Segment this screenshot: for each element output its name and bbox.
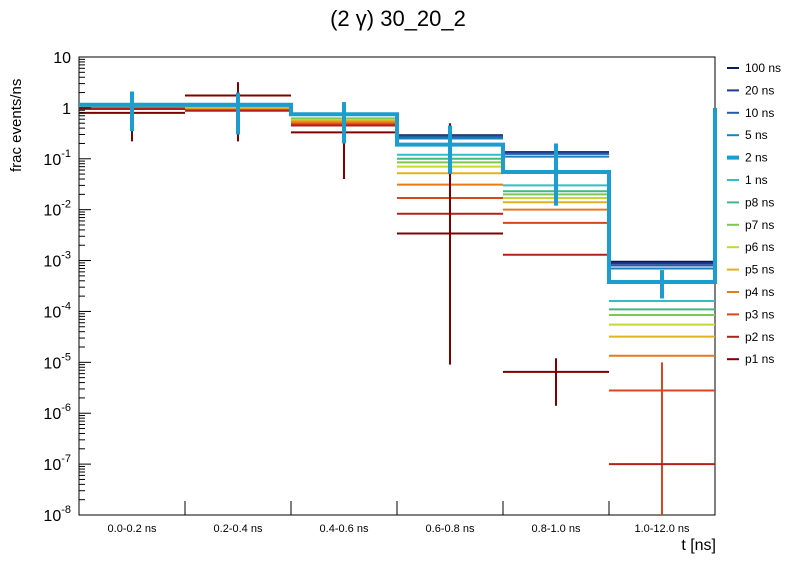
legend-entry: p7 ns [727, 218, 774, 232]
x-tick-label: 0.2-0.4 ns [214, 523, 263, 535]
x-tick-label: 0.0-0.2 ns [108, 523, 157, 535]
legend-entry: p6 ns [727, 240, 774, 254]
y-tick-label: 10-3 [43, 250, 71, 271]
y-tick-label: 10-1 [43, 148, 71, 169]
legend-entry: p3 ns [727, 307, 774, 321]
legend-entry: 10 ns [727, 106, 774, 120]
x-axis-label: t [ns] [681, 537, 716, 554]
axis-layer: 10-8 10-7 10-6 10-5 10-4 10-3 10-2 10-1 1 10 0.0-0… [43, 50, 716, 535]
legend-label: p5 ns [745, 263, 774, 277]
y-tick-label: 10-7 [43, 453, 71, 474]
legend-label: 100 ns [745, 61, 781, 75]
legend-label: p7 ns [745, 218, 774, 232]
legend-entry: 1 ns [727, 173, 768, 187]
legend-entry: p8 ns [727, 195, 774, 209]
legend-label: 10 ns [745, 106, 774, 120]
legend-entry: p1 ns [727, 352, 774, 366]
legend: 100 ns 20 ns 10 ns 5 ns 2 ns 1 ns p8 ns p7 ns p6… [727, 61, 781, 366]
legend-entry: p4 ns [727, 285, 774, 299]
legend-label: 5 ns [745, 128, 768, 142]
legend-label: 20 ns [745, 83, 774, 97]
y-tick-label: 10-4 [43, 300, 71, 321]
legend-entry: 2 ns [727, 151, 768, 165]
y-tick-label: 1 [62, 101, 71, 118]
y-tick-label: 10-5 [43, 351, 71, 372]
legend-entry: 5 ns [727, 128, 768, 142]
legend-label: p3 ns [745, 307, 774, 321]
x-tick-label: 1.0-12.0 ns [634, 523, 690, 535]
x-tick-label: 0.8-1.0 ns [532, 523, 581, 535]
y-tick-label: 10-6 [43, 402, 71, 423]
series-layer [79, 82, 717, 515]
legend-label: p6 ns [745, 240, 774, 254]
step-line [79, 102, 717, 284]
legend-label: 2 ns [745, 151, 768, 165]
y-tick-label: 10 [53, 50, 71, 67]
legend-entry: p5 ns [727, 263, 774, 277]
x-tick-label: 0.4-0.6 ns [320, 523, 369, 535]
legend-entry: 20 ns [727, 83, 774, 97]
series-p3-ns [79, 107, 715, 515]
legend-entry: 100 ns [727, 61, 781, 75]
legend-label: p4 ns [745, 285, 774, 299]
legend-entry: p2 ns [727, 330, 774, 344]
chart-title: (2 γ) 30_20_2 [330, 6, 466, 31]
y-tick-label: 10-8 [43, 504, 71, 525]
x-tick-label: 0.6-0.8 ns [426, 523, 475, 535]
legend-label: 1 ns [745, 173, 768, 187]
legend-label: p2 ns [745, 330, 774, 344]
series-2-ns [79, 91, 717, 299]
y-tick-label: 10-2 [43, 199, 71, 220]
series-p1-ns [79, 82, 609, 406]
legend-label: p8 ns [745, 195, 774, 209]
legend-label: p1 ns [745, 352, 774, 366]
